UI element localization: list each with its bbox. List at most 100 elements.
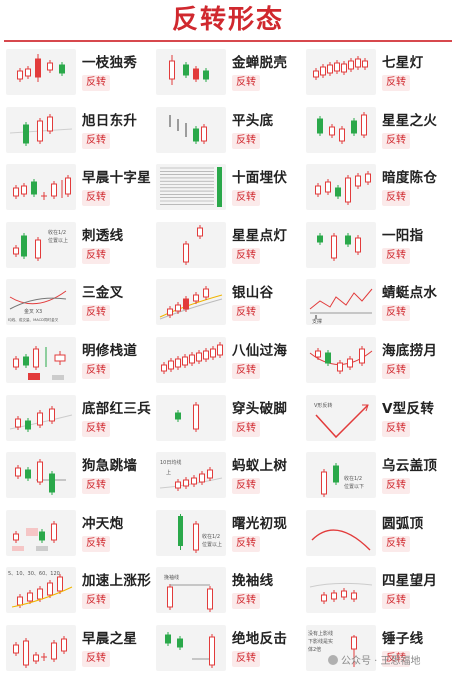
reversal-badge: 反转 [382, 132, 410, 149]
pattern-card[interactable]: 八仙过海 反转 [153, 332, 303, 390]
pattern-grid: 一枝独秀 反转 金蝉脱壳 反转 七星灯 反转 旭日东升 反转 平头底 反转 星星之火 反转 早晨十字星反… [3, 44, 453, 678]
lines-golden-cross-icon: 金叉 X3 均线、成交量、MACD同时金叉 [6, 279, 76, 326]
reversal-badge: 反转 [82, 535, 110, 552]
pattern-name: V型反转 [382, 400, 435, 417]
pattern-name: 七星灯 [382, 55, 424, 71]
candles-red-green-mixed-icon [156, 49, 226, 95]
pattern-card[interactable]: 七星灯 反转 [303, 44, 453, 102]
thumb-note: V形反转 [314, 402, 332, 409]
pattern-card[interactable]: 平头底 反转 [153, 102, 303, 160]
thumb-note: 支撑 [312, 318, 322, 325]
pattern-card[interactable]: 旭日东升 反转 [3, 102, 153, 160]
pattern-card[interactable]: 早晨十字星 反转 [3, 159, 153, 217]
pattern-card[interactable]: 收在1/2 位置以上 刺透线 反转 [3, 217, 153, 275]
pattern-name: 蚂蚁上树 [232, 458, 288, 475]
reversal-badge: 反转 [382, 420, 410, 437]
pattern-name: 四星望月 [382, 573, 438, 590]
pattern-card[interactable]: 海底捞月 反转 [303, 332, 453, 390]
reversal-badge: 反转 [82, 75, 110, 91]
pattern-name: 一阳指 [382, 227, 424, 244]
reversal-badge: 反转 [382, 650, 410, 667]
pattern-card[interactable]: 5、10、30、60、120 加速上涨形 反转 [3, 562, 153, 620]
pattern-name: 平头底 [232, 112, 274, 129]
pattern-card[interactable]: 明修栈道 反转 [3, 332, 153, 390]
pattern-name: 冲天炮 [82, 515, 124, 532]
pattern-name: 明修栈道 [82, 342, 138, 359]
reversal-badge: 反转 [382, 535, 410, 552]
reversal-badge: 反转 [232, 132, 260, 149]
pattern-card[interactable]: 收在1/2 位置以下 乌云盖顶 反转 [303, 447, 453, 505]
reversal-badge: 反转 [232, 650, 260, 667]
pattern-name: 早晨十字星 [82, 170, 151, 187]
thumb-note: 位置以上 [202, 541, 222, 548]
candles-engulfing-icon [156, 394, 226, 441]
wechat-icon [328, 655, 338, 665]
thumb-note: 下影线是实 [308, 638, 333, 645]
reversal-badge: 反转 [232, 190, 260, 207]
pattern-name: 十面埋伏 [232, 170, 288, 187]
pattern-card[interactable]: 收在1/2 位置以上 曙光初现 反转 [153, 505, 303, 563]
pattern-card[interactable]: 十面埋伏 反转 [153, 159, 303, 217]
candles-accelerate-icon: 5、10、30、60、120 [6, 567, 76, 614]
thumb-note: 5、10、30、60、120 [8, 571, 60, 577]
pattern-name: 星星之火 [382, 112, 438, 129]
pattern-card[interactable]: 底部红三兵 反转 [3, 390, 153, 448]
pattern-name: 一枝独秀 [82, 55, 138, 71]
reversal-badge: 反转 [232, 478, 260, 495]
pattern-name: 银山谷 [232, 285, 274, 302]
pattern-name: 锤子线 [382, 630, 424, 647]
pattern-card[interactable]: 冲天炮 反转 [3, 505, 153, 563]
pattern-card[interactable]: 星星点灯 反转 [153, 217, 303, 275]
reversal-badge: 反转 [82, 132, 110, 149]
pattern-card[interactable]: 一阳指 反转 [303, 217, 453, 275]
pattern-card[interactable]: 支撑 蜻蜓点水 反转 [303, 274, 453, 332]
pattern-name: 八仙过海 [232, 342, 288, 359]
candles-morning-star-icon [6, 624, 76, 671]
pattern-name: 乌云盖顶 [382, 458, 438, 475]
thumb-note: 金叉 X3 [24, 308, 42, 315]
pattern-card[interactable]: 四星望月 反转 [303, 562, 453, 620]
candles-seven-small-icon [306, 49, 376, 95]
reversal-badge: 反转 [232, 305, 260, 322]
pattern-card[interactable]: 银山谷 反转 [153, 274, 303, 332]
candles-eight-rising-icon [156, 336, 226, 383]
candles-one-yang-icon [306, 221, 376, 268]
pattern-card[interactable]: 早晨之星 反转 [3, 620, 153, 678]
thumb-note: 上 [166, 469, 171, 476]
candles-one-tall-red-icon [6, 49, 76, 95]
pattern-card[interactable]: 星星之火 反转 [303, 102, 453, 160]
candles-counterattack-icon [156, 624, 226, 671]
pattern-card[interactable]: 狗急跳墙 反转 [3, 447, 153, 505]
watermark: 公众号 · 王思福地 [328, 652, 421, 667]
pattern-card[interactable]: 暗度陈仓 反转 [303, 159, 453, 217]
pattern-card[interactable]: 10日均线上 蚂蚁上树反转 [153, 447, 303, 505]
reversal-badge: 反转 [232, 247, 260, 264]
candles-star-lamp-icon [156, 221, 226, 268]
line-dragonfly-icon: 支撑 [306, 279, 376, 326]
thumb-note: 收在1/2 [344, 475, 362, 482]
pattern-card[interactable]: 金蝉脱壳 反转 [153, 44, 303, 102]
reversal-badge: 反转 [382, 362, 410, 379]
candles-open-road-icon [6, 336, 76, 383]
pattern-name: 绝地反击 [232, 630, 288, 647]
reversal-badge: 反转 [382, 75, 410, 91]
reversal-badge: 反转 [232, 593, 260, 610]
candles-three-soldiers-icon [6, 394, 76, 441]
pattern-card[interactable]: 挽袖线 挽袖线 反转 [153, 562, 303, 620]
thumb-note: 挽袖线 [164, 574, 179, 581]
reversal-badge: 反转 [232, 75, 260, 91]
thumb-note: 10日均线 [160, 459, 181, 466]
candles-four-stars-icon [306, 567, 376, 614]
pattern-card[interactable]: 金叉 X3 均线、成交量、MACD同时金叉 三金叉 反转 [3, 274, 153, 332]
pattern-card[interactable]: 没有上影线 下影线是实 体2倍 锤子线 反转 [303, 620, 453, 678]
pattern-card[interactable]: 绝地反击 反转 [153, 620, 303, 678]
pattern-card[interactable]: 圆弧顶 反转 [303, 505, 453, 563]
pattern-card[interactable]: 穿头破脚 反转 [153, 390, 303, 448]
pattern-card[interactable]: V形反转 V型反转反转 [303, 390, 453, 448]
pattern-name: 穿头破脚 [232, 400, 288, 417]
reversal-badge: 反转 [82, 420, 110, 437]
reversal-badge: 反转 [82, 247, 110, 264]
thumb-note: 收在1/2 [48, 229, 66, 236]
candles-piercing-icon: 收在1/2 位置以上 [6, 221, 76, 268]
pattern-card[interactable]: 一枝独秀 反转 [3, 44, 153, 102]
